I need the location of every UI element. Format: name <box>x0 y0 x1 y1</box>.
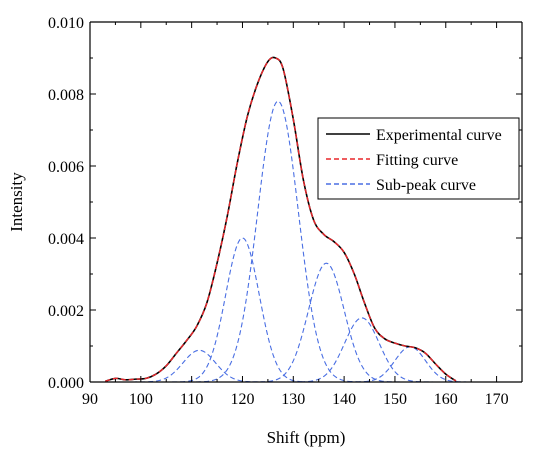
x-tick-label: 110 <box>180 391 203 408</box>
legend-label-2: Fitting curve <box>376 152 458 169</box>
y-tick-label: 0.002 <box>48 303 84 320</box>
x-tick-label: 90 <box>82 391 98 408</box>
sub-peak-curve-4 <box>100 262 467 382</box>
sub-peak-curve-6 <box>100 346 467 382</box>
y-tick-label: 0.010 <box>48 15 84 32</box>
legend: Experimental curve Fitting curve Sub-peak … <box>317 117 520 200</box>
x-tick-label: 170 <box>485 391 509 408</box>
x-tick-label: 150 <box>383 391 407 408</box>
legend-label-1: Experimental curve <box>376 127 502 144</box>
fitting-curve <box>105 56 457 382</box>
x-tick-label: 140 <box>332 391 356 408</box>
x-tick-label: 130 <box>281 391 305 408</box>
x-tick-label: 100 <box>129 391 153 408</box>
experimental-curve <box>105 56 457 382</box>
y-tick-label: 0.000 <box>48 375 84 392</box>
sub-peak-curve-2 <box>100 237 467 382</box>
y-tick-label: 0.008 <box>48 87 84 104</box>
legend-label-3: Sub-peak curve <box>376 177 476 194</box>
y-tick-label: 0.004 <box>48 231 84 248</box>
x-tick-label: 120 <box>230 391 254 408</box>
sub-peak-curve-3 <box>100 100 467 382</box>
y-axis-label: Intensity <box>7 172 26 232</box>
sub-peak-curve-1 <box>100 349 467 382</box>
y-tick-label: 0.006 <box>48 159 84 176</box>
x-tick-label: 160 <box>434 391 458 408</box>
x-axis-label: Shift (ppm) <box>267 428 346 447</box>
sub-peak-curve-5 <box>100 317 467 382</box>
